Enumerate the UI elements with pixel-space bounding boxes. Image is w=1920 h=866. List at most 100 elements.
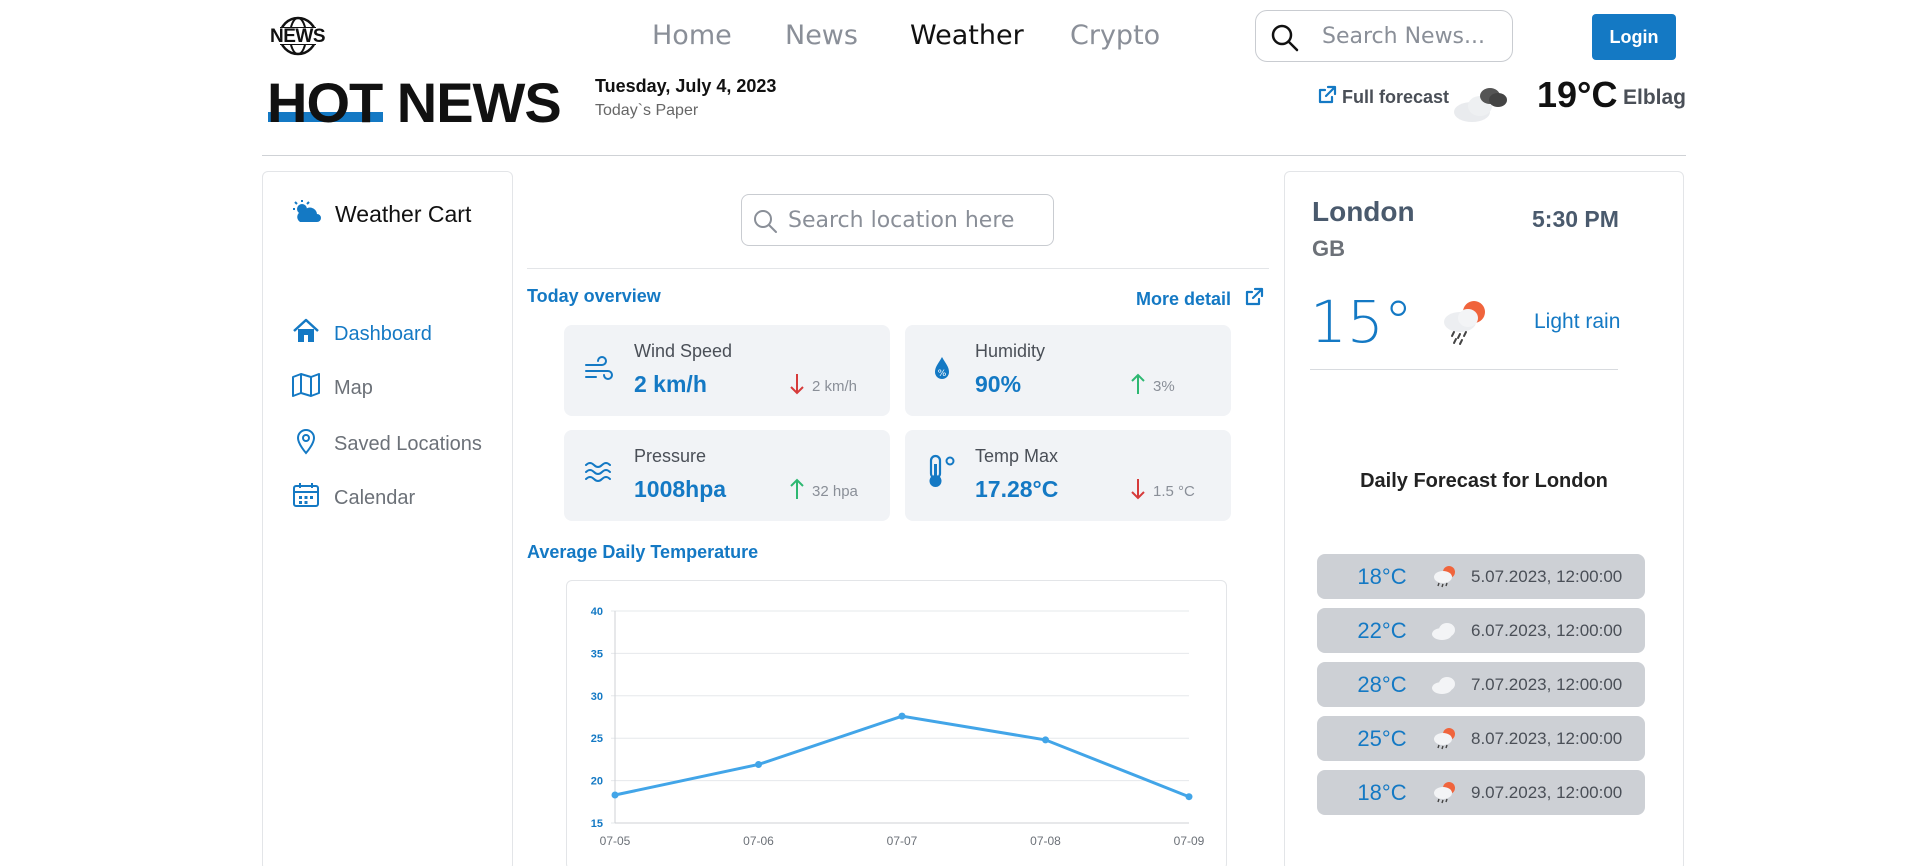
- more-detail-link[interactable]: More detail: [1136, 286, 1265, 313]
- forecast-temp: 18°C: [1357, 779, 1407, 805]
- country-code: GB: [1312, 236, 1345, 261]
- map-icon: [292, 373, 320, 403]
- chart-data-point: [1185, 793, 1193, 801]
- news-search-placeholder: Search News...: [1322, 24, 1486, 49]
- sidebar-item-label: Saved Locations: [334, 432, 482, 455]
- cloud-icon: [1427, 621, 1461, 641]
- news-logo[interactable]: NEWS: [268, 14, 328, 58]
- sidebar: [262, 171, 513, 866]
- forecast-row[interactable]: 25°C 8.07.2023, 12:00:00: [1317, 716, 1645, 761]
- card-delta: 32 hpa: [790, 478, 858, 504]
- forecast-row[interactable]: 28°C 7.07.2023, 12:00:00: [1317, 662, 1645, 707]
- logo-text: NEWS: [270, 26, 326, 47]
- chart-y-tick-label: 20: [591, 776, 603, 788]
- chart-series-line: [614, 714, 1190, 799]
- chart-y-tick-label: 25: [591, 733, 603, 745]
- card-label: Pressure: [634, 446, 707, 466]
- card-humidity: % Humidity 90% 3%: [905, 325, 1231, 416]
- temperature-chart-svg: 15 20 25 30 35 40 07-05 07-06 07-07 07-08 07-09: [591, 606, 1205, 848]
- current-date: Tuesday, July 4, 2023: [595, 76, 777, 96]
- card-delta: 3%: [1131, 373, 1175, 399]
- card-pressure: Pressure 1008hpa 32 hpa: [564, 430, 890, 521]
- sidebar-item-calendar[interactable]: Calendar: [292, 482, 415, 514]
- full-forecast-link[interactable]: Full forecast: [1316, 84, 1449, 111]
- external-link-icon: [1243, 286, 1265, 313]
- nav-crypto[interactable]: Crypto: [1070, 20, 1161, 51]
- forecast-temp: 18°C: [1357, 563, 1407, 589]
- forecast-date: 5.07.2023, 12:00:00: [1471, 566, 1623, 586]
- full-forecast-label: Full forecast: [1342, 87, 1450, 107]
- sidebar-item-label: Calendar: [334, 486, 416, 509]
- sidebar-item-saved-locations[interactable]: Saved Locations: [292, 427, 482, 461]
- thermometer-icon: [925, 454, 957, 495]
- cloudy-icon: [1450, 82, 1512, 129]
- location-search-placeholder: Search location here: [788, 208, 1015, 233]
- nav-news[interactable]: News: [785, 20, 858, 51]
- calendar-icon: [292, 482, 320, 514]
- header-divider: [262, 155, 1686, 156]
- card-wind-speed: Wind Speed 2 km/h 2 km/h: [564, 325, 890, 416]
- chart-y-tick-label: 40: [591, 606, 603, 618]
- rain-sun-icon: [1436, 296, 1490, 351]
- card-label: Humidity: [975, 341, 1046, 361]
- forecast-row[interactable]: 22°C 6.07.2023, 12:00:00: [1317, 608, 1645, 653]
- arrow-down-icon: [1131, 478, 1145, 504]
- rain-sun-icon: [1427, 780, 1461, 806]
- chart-x-tick-label: 07-07: [887, 834, 918, 848]
- forecast-date: 6.07.2023, 12:00:00: [1471, 620, 1623, 640]
- card-delta-value: 32 hpa: [812, 482, 858, 500]
- rain-sun-icon: [1427, 726, 1461, 752]
- panel-divider: [1310, 369, 1618, 370]
- arrow-down-icon: [790, 373, 804, 399]
- chart-x-tick-label: 07-06: [743, 834, 774, 848]
- temperature-chart: 15 20 25 30 35 40 07-05 07-06 07-07 07-08 07-09: [566, 580, 1227, 866]
- forecast-row[interactable]: 18°C 5.07.2023, 12:00:00: [1317, 554, 1645, 599]
- forecast-date: 7.07.2023, 12:00:00: [1471, 674, 1623, 694]
- forecast-row[interactable]: 18°C 9.07.2023, 12:00:00: [1317, 770, 1645, 815]
- chart-title: Average Daily Temperature: [527, 542, 759, 562]
- forecast-temp: 22°C: [1357, 617, 1407, 643]
- current-temperature: 15°: [1310, 288, 1413, 356]
- chart-x-tick-label: 07-09: [1174, 834, 1205, 848]
- card-delta-value: 2 km/h: [812, 377, 858, 395]
- chart-y-tick-label: 15: [591, 818, 603, 830]
- sidebar-item-label: Dashboard: [334, 322, 432, 345]
- card-delta: 2 km/h: [790, 373, 857, 399]
- arrow-up-icon: [790, 478, 804, 504]
- sidebar-item-map[interactable]: Map: [292, 373, 373, 403]
- card-label: Wind Speed: [634, 341, 733, 361]
- rain-sun-icon: [1427, 564, 1461, 590]
- paper-subtitle: Today`s Paper: [595, 102, 699, 119]
- weather-cart-logo-icon: [292, 200, 322, 231]
- card-temp-max: Temp Max 17.28°C 1.5 °C: [905, 430, 1231, 521]
- chart-x-tick-label: 07-08: [1030, 834, 1061, 848]
- current-weather-panel: [1284, 171, 1684, 866]
- more-detail-label: More detail: [1136, 289, 1232, 309]
- arrow-up-icon: [1131, 373, 1145, 399]
- chart-data-point: [755, 760, 762, 768]
- card-delta: 1.5 °C: [1131, 478, 1195, 504]
- search-icon: [752, 208, 778, 239]
- card-value: 1008hpa: [634, 476, 727, 502]
- nav-weather[interactable]: Weather: [910, 20, 1024, 51]
- daily-forecast-title: Daily Forecast for London: [1360, 470, 1608, 492]
- search-icon: [1270, 23, 1300, 58]
- forecast-date: 9.07.2023, 12:00:00: [1471, 782, 1623, 802]
- news-search-input[interactable]: Search News...: [1255, 10, 1513, 62]
- weather-condition: Light rain: [1534, 310, 1621, 333]
- nav-home[interactable]: Home: [652, 20, 732, 51]
- location-search-input[interactable]: Search location here: [741, 194, 1054, 246]
- card-delta-value: 3%: [1153, 377, 1175, 395]
- today-overview-title: Today overview: [527, 286, 661, 306]
- brand-underline: [268, 112, 383, 122]
- sidebar-item-dashboard[interactable]: Dashboard: [292, 318, 432, 350]
- chart-x-tick-label: 07-05: [600, 834, 631, 848]
- card-delta-value: 1.5 °C: [1153, 482, 1195, 500]
- login-button[interactable]: Login: [1592, 14, 1676, 60]
- header-temperature: 19°C: [1537, 74, 1618, 115]
- chart-data-point: [1042, 736, 1049, 744]
- forecast-temp: 25°C: [1357, 725, 1407, 751]
- card-value: 17.28°C: [975, 476, 1059, 502]
- cloud-icon: [1427, 675, 1461, 695]
- location-pin-icon: [292, 427, 320, 461]
